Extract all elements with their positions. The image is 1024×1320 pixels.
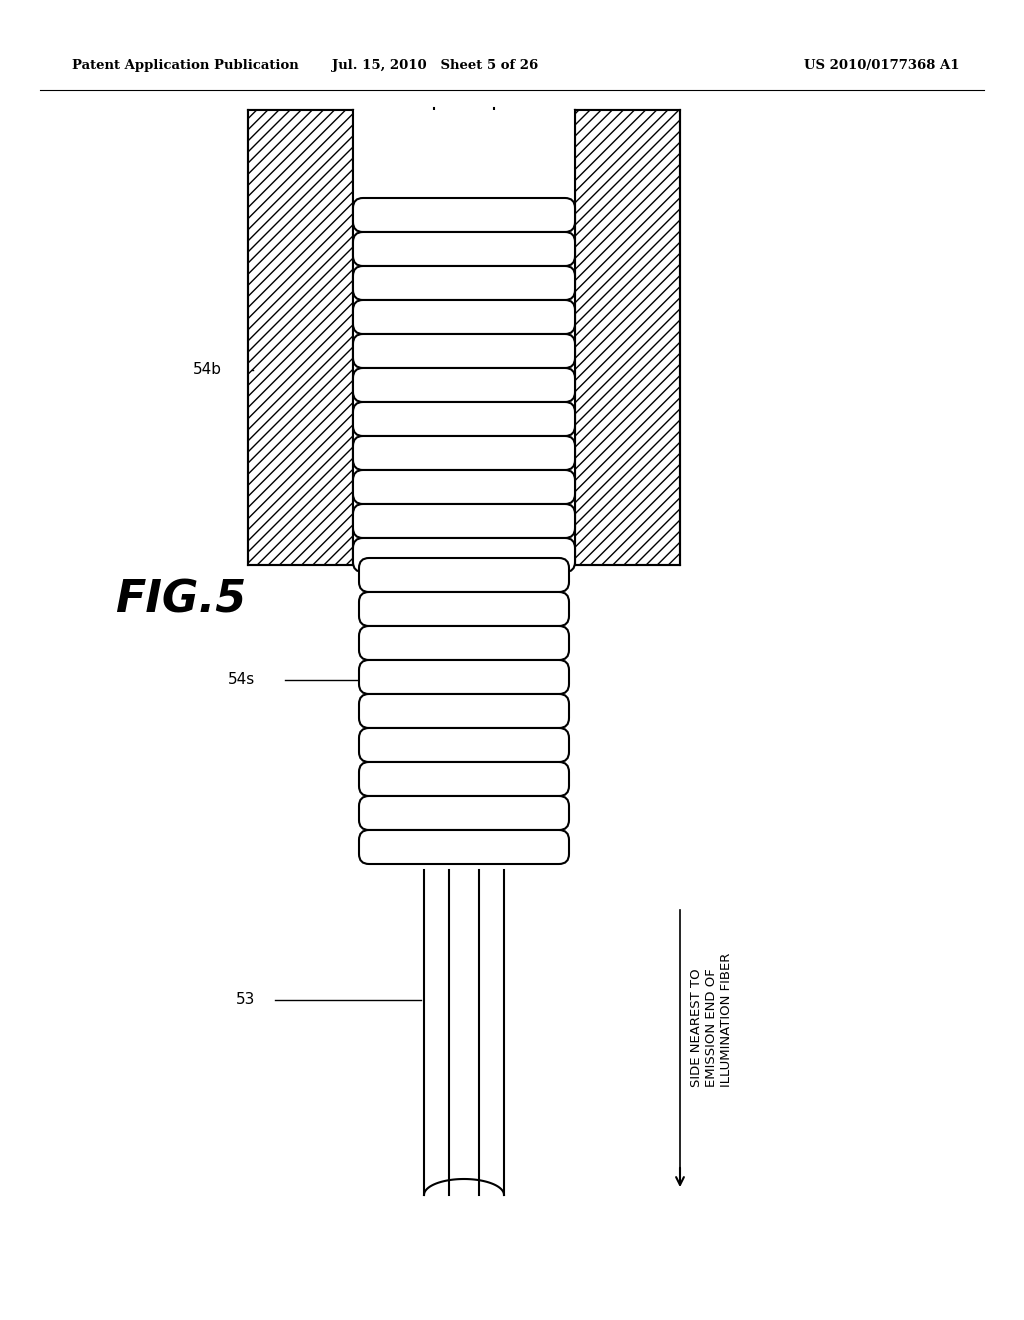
FancyBboxPatch shape (359, 762, 569, 796)
FancyBboxPatch shape (353, 470, 575, 504)
Text: SIDE NEAREST TO
EMISSION END OF
ILLUMINATION FIBER: SIDE NEAREST TO EMISSION END OF ILLUMINA… (690, 953, 733, 1088)
Text: 54s: 54s (227, 672, 255, 688)
Bar (353, 110, 575, 565)
FancyBboxPatch shape (353, 198, 575, 232)
FancyBboxPatch shape (353, 436, 575, 470)
FancyBboxPatch shape (353, 267, 575, 300)
FancyBboxPatch shape (353, 300, 575, 334)
Text: US 2010/0177368 A1: US 2010/0177368 A1 (805, 58, 961, 71)
FancyBboxPatch shape (359, 660, 569, 694)
Bar (248, 110, 353, 565)
FancyBboxPatch shape (353, 403, 575, 436)
FancyBboxPatch shape (353, 232, 575, 267)
FancyBboxPatch shape (359, 591, 569, 626)
FancyBboxPatch shape (359, 830, 569, 865)
Text: Patent Application Publication: Patent Application Publication (72, 58, 299, 71)
FancyBboxPatch shape (359, 558, 569, 591)
FancyBboxPatch shape (359, 729, 569, 762)
Text: Jul. 15, 2010   Sheet 5 of 26: Jul. 15, 2010 Sheet 5 of 26 (332, 58, 539, 71)
FancyBboxPatch shape (359, 694, 569, 729)
Bar (575, 110, 680, 565)
FancyBboxPatch shape (353, 504, 575, 539)
FancyBboxPatch shape (353, 539, 575, 572)
FancyBboxPatch shape (359, 796, 569, 830)
Text: 53: 53 (236, 993, 255, 1007)
FancyBboxPatch shape (359, 626, 569, 660)
Text: FIG.5: FIG.5 (115, 578, 246, 622)
Text: 54b: 54b (193, 363, 222, 378)
FancyBboxPatch shape (353, 368, 575, 403)
FancyBboxPatch shape (353, 334, 575, 368)
